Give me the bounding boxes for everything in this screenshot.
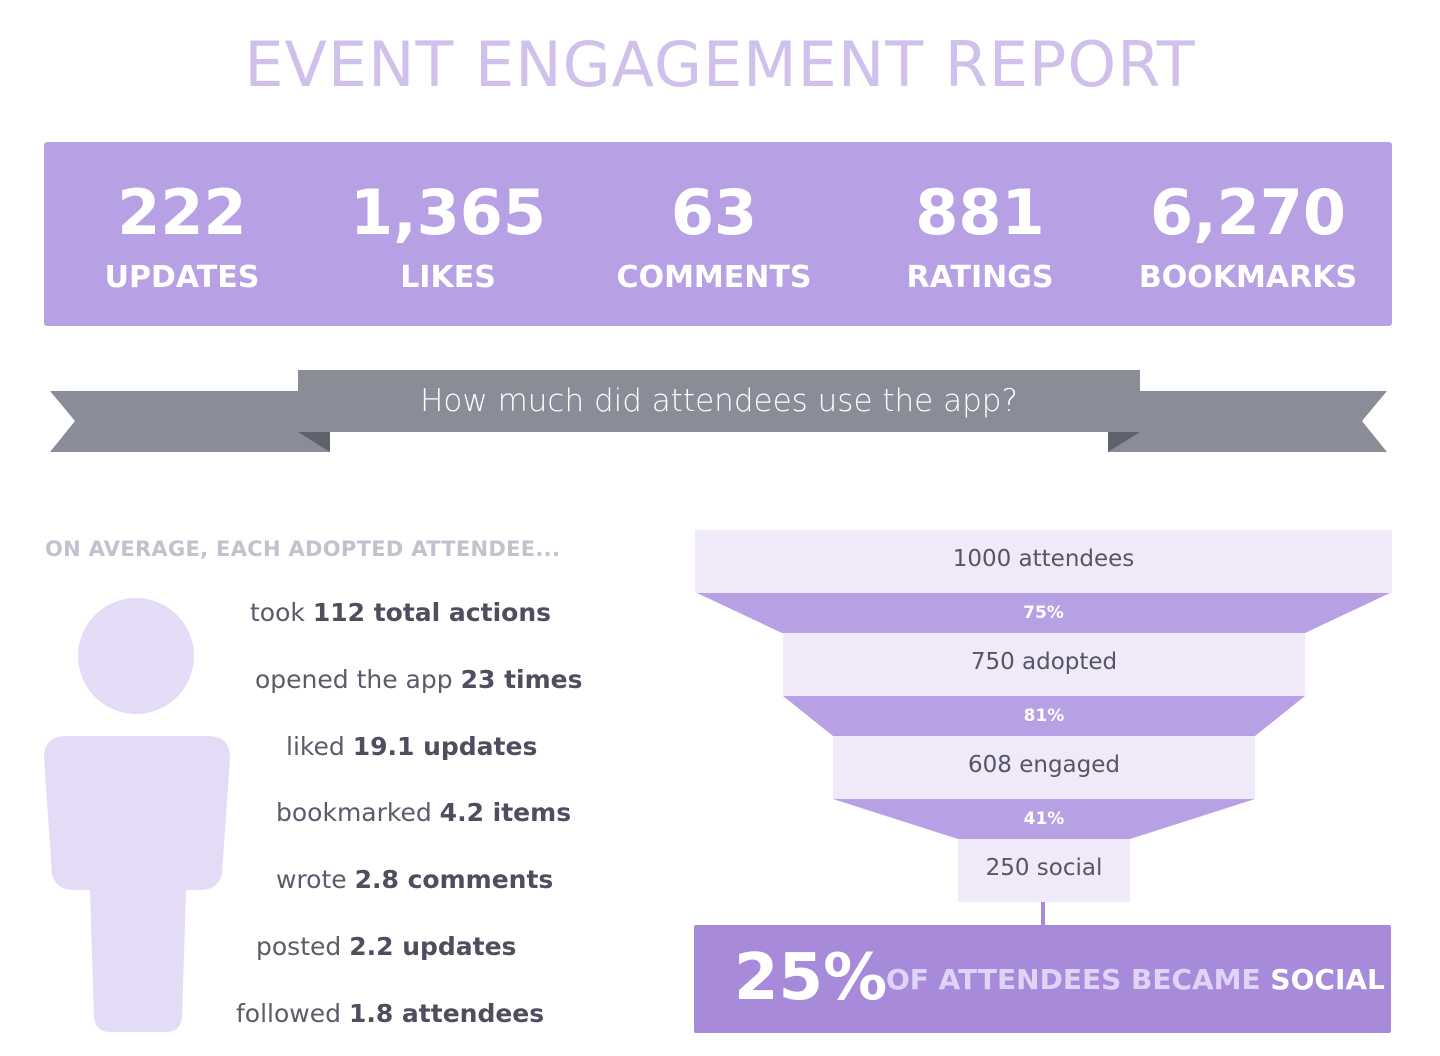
funnel-conversion-label: 81% — [1023, 706, 1065, 726]
stat-ratings: 881 RATINGS — [850, 142, 1110, 326]
action-bookmarks: bookmarked 4.2 items — [276, 798, 572, 827]
funnel-stage-adopted — [783, 633, 1305, 696]
stat-value: 6,270 — [1149, 176, 1347, 249]
summary-percent: 25% — [734, 941, 888, 1015]
person-body-icon — [44, 736, 230, 1032]
funnel-stage-label: 750 adopted — [970, 649, 1118, 675]
stat-label: RATINGS — [906, 260, 1054, 295]
action-follows: followed 1.8 attendees — [236, 999, 545, 1028]
stat-bookmarks: 6,270 BOOKMARKS — [1118, 142, 1378, 326]
summary-highlight: SOCIAL — [1270, 963, 1385, 996]
stat-comments: 63 COMMENTS — [584, 142, 844, 326]
stat-value: 222 — [117, 176, 247, 249]
stats-bar: 222 UPDATES 1,365 LIKES 63 COMMENTS 881 … — [44, 142, 1392, 326]
funnel-stage-social — [958, 839, 1130, 902]
funnel-stage-label: 608 engaged — [968, 752, 1120, 778]
funnel-connector — [1041, 902, 1045, 925]
stat-value: 1,365 — [349, 176, 547, 249]
stat-label: LIKES — [400, 260, 496, 295]
action-posts: posted 2.2 updates — [256, 932, 517, 961]
banner-question: How much did attendees use the app? — [420, 383, 1018, 419]
stat-label: BOOKMARKS — [1138, 260, 1358, 295]
action-likes: liked 19.1 updates — [286, 732, 538, 761]
average-heading: ON AVERAGE, EACH ADOPTED ATTENDEE... — [45, 537, 561, 561]
funnel-conversion-3 — [833, 799, 1255, 839]
funnel-stage-label: 1000 attendees — [952, 546, 1135, 572]
funnel-stage-engaged — [833, 736, 1255, 799]
funnel-conversion-label: 41% — [1023, 809, 1065, 829]
funnel-stage-attendees — [695, 530, 1392, 593]
funnel-conversion-label: 75% — [1023, 603, 1064, 623]
stat-label: COMMENTS — [616, 260, 812, 295]
summary-caption: OF ATTENDEES BECAME SOCIAL — [886, 963, 1385, 996]
action-comments: wrote 2.8 comments — [276, 865, 554, 894]
stat-value: 63 — [670, 176, 758, 249]
funnel-conversion-1 — [697, 593, 1390, 633]
summary-box: 25% OF ATTENDEES BECAME SOCIAL — [694, 925, 1391, 1033]
funnel-conversion-2 — [783, 696, 1305, 736]
stat-updates: 222 UPDATES — [52, 142, 312, 326]
action-total: took 112 total actions — [250, 598, 551, 627]
person-head-icon — [78, 598, 194, 714]
action-opens: opened the app 23 times — [255, 665, 583, 694]
stat-label: UPDATES — [104, 260, 260, 295]
funnel-stage-label: 250 social — [985, 855, 1103, 881]
report-title: EVENT ENGAGEMENT REPORT — [244, 28, 1196, 101]
stat-likes: 1,365 LIKES — [318, 142, 578, 326]
stat-value: 881 — [915, 176, 1045, 249]
